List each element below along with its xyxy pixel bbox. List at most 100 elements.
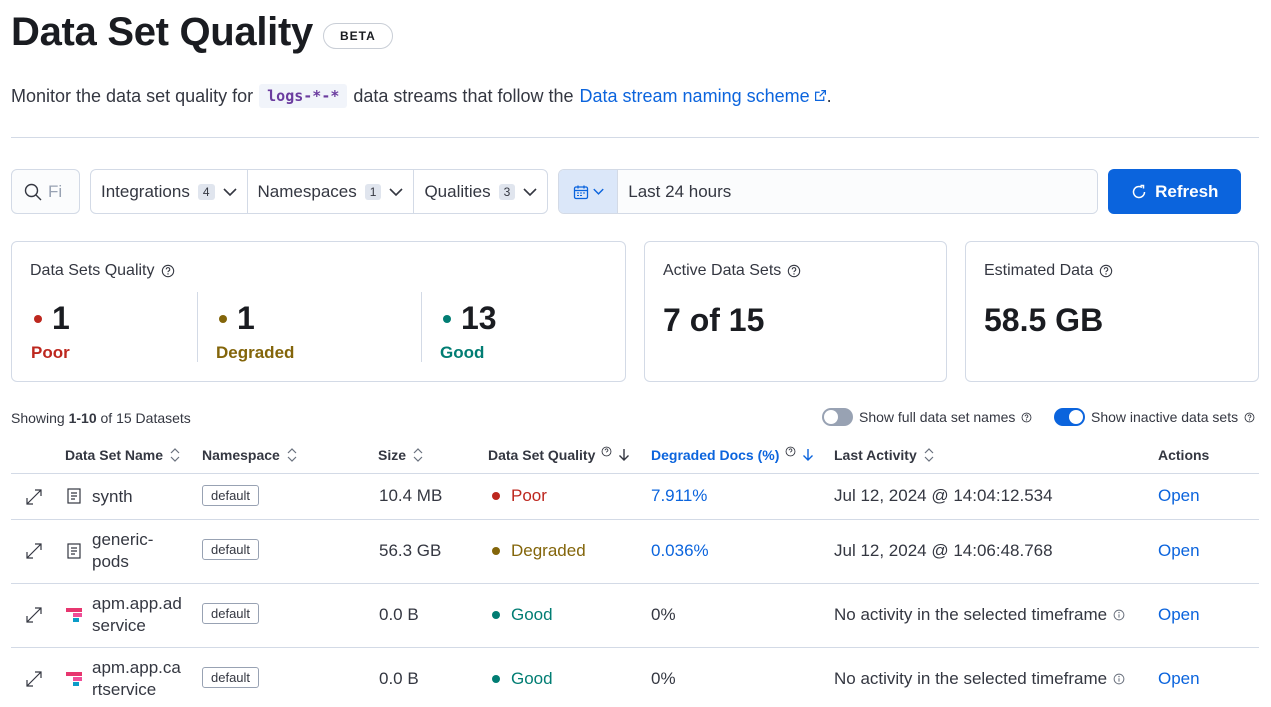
quality-dot	[492, 611, 500, 619]
namespace-badge: default	[202, 539, 260, 560]
question-icon[interactable]	[785, 446, 796, 457]
quality-label: Poor	[511, 486, 547, 505]
full-names-switch[interactable]	[822, 408, 853, 426]
qualities-filter-button[interactable]: Qualities 3	[414, 170, 547, 213]
namespaces-filter-button[interactable]: Namespaces 1	[248, 170, 415, 213]
good-dot	[443, 314, 451, 323]
table-header-divider	[11, 473, 1259, 474]
column-header-activity-label: Last Activity	[834, 447, 917, 463]
active-datasets-panel: Active Data Sets 7 of 15	[644, 241, 947, 382]
column-header-size-label: Size	[378, 447, 407, 463]
column-header-actions-label: Actions	[1158, 447, 1210, 463]
showing-prefix: Showing	[11, 410, 65, 426]
quality-cell: Poor	[492, 486, 547, 506]
namespace-badge: default	[202, 667, 260, 688]
dataset-size: 10.4 MB	[379, 486, 443, 505]
showing-suffix: of 15 Datasets	[100, 410, 191, 426]
expand-icon	[26, 489, 42, 505]
poor-label: Poor	[31, 343, 70, 362]
active-panel-title-text: Active Data Sets	[663, 262, 782, 279]
quality-panel-title: Data Sets Quality	[30, 262, 175, 280]
last-activity: No activity in the selected timeframe	[834, 605, 1125, 625]
sort-icon	[924, 448, 934, 462]
info-icon[interactable]	[1113, 609, 1125, 621]
table-row: apm.app.ad service default 0.0 B Good 0% …	[11, 584, 1259, 648]
dataset-name: apm.app.ca rtservice	[92, 657, 181, 701]
column-header-degraded[interactable]: Degraded Docs (%)	[651, 437, 814, 473]
question-icon[interactable]	[1244, 412, 1255, 423]
degraded-docs-link[interactable]: 7.911%	[651, 486, 708, 505]
quality-dot	[492, 675, 500, 683]
integrations-filter-button[interactable]: Integrations 4	[91, 170, 248, 213]
page-header: Data Set Quality BETA	[11, 10, 393, 55]
open-link[interactable]: Open	[1158, 541, 1200, 560]
dataset-name-line2: rtservice	[92, 680, 157, 699]
active-datasets-value: 7 of 15	[663, 302, 765, 338]
open-link[interactable]: Open	[1158, 486, 1200, 505]
apm-icon	[65, 606, 83, 624]
column-header-degraded-label: Degraded Docs (%)	[651, 447, 780, 463]
dataset-name-line1: apm.app.ca	[92, 658, 181, 677]
degraded-docs-link[interactable]: 0.036%	[651, 541, 709, 560]
question-icon[interactable]	[787, 264, 801, 278]
refresh-icon	[1132, 184, 1146, 198]
question-icon[interactable]	[1021, 412, 1032, 423]
document-icon	[65, 542, 83, 560]
date-range-display[interactable]: Last 24 hours	[618, 170, 1098, 213]
arrow-down-icon	[619, 449, 630, 461]
question-icon[interactable]	[1099, 264, 1113, 278]
namespace-badge: default	[202, 485, 260, 506]
inactive-toggle[interactable]: Show inactive data sets	[1054, 408, 1255, 426]
quality-summary-panel: Data Sets Quality 1 Poor 1 Degraded 13 G…	[11, 241, 626, 382]
dataset-name: synth	[92, 487, 133, 506]
quality-dot	[492, 492, 500, 500]
quality-cell: Good	[492, 669, 553, 689]
sort-icon	[413, 448, 423, 462]
date-quick-select-button[interactable]	[559, 170, 619, 213]
refresh-label: Refresh	[1155, 181, 1219, 201]
degraded-label: Degraded	[216, 343, 295, 362]
inactive-switch[interactable]	[1054, 408, 1085, 426]
open-link[interactable]: Open	[1158, 669, 1200, 688]
external-link-icon	[814, 89, 826, 101]
question-icon[interactable]	[161, 264, 175, 278]
dataset-name-line1: apm.app.ad	[92, 594, 182, 613]
open-link[interactable]: Open	[1158, 605, 1200, 624]
chevron-down-icon	[389, 187, 404, 196]
dataset-size: 0.0 B	[379, 669, 419, 688]
refresh-button[interactable]: Refresh	[1108, 169, 1242, 214]
description-middle: data streams that follow the	[353, 85, 574, 106]
expand-row-button[interactable]	[25, 488, 43, 506]
question-icon[interactable]	[601, 446, 612, 457]
column-header-activity[interactable]: Last Activity	[834, 437, 935, 473]
column-header-name-label: Data Set Name	[65, 447, 164, 463]
description-prefix: Monitor the data set quality for	[11, 85, 254, 106]
full-names-toggle[interactable]: Show full data set names	[822, 408, 1032, 426]
search-input[interactable]: Fi	[11, 169, 80, 214]
sort-icon	[287, 448, 297, 462]
expand-row-button[interactable]	[25, 542, 43, 560]
last-activity: Jul 12, 2024 @ 14:04:12.534	[834, 486, 1053, 505]
last-activity: Jul 12, 2024 @ 14:06:48.768	[834, 541, 1053, 560]
expand-row-button[interactable]	[25, 606, 43, 624]
quality-cell: Degraded	[492, 541, 586, 561]
expand-icon	[26, 543, 42, 559]
column-header-size[interactable]: Size	[378, 437, 424, 473]
quality-cell: Good	[492, 605, 553, 625]
naming-scheme-link[interactable]: Data stream naming scheme	[580, 86, 827, 107]
quality-label: Good	[511, 605, 553, 624]
dataset-name: apm.app.ad service	[92, 593, 182, 637]
column-header-namespace[interactable]: Namespace	[202, 437, 298, 473]
info-icon[interactable]	[1113, 673, 1125, 685]
dataset-size: 56.3 GB	[379, 541, 442, 560]
good-count: 13	[461, 300, 497, 336]
expand-icon	[26, 671, 42, 687]
active-panel-title: Active Data Sets	[663, 262, 801, 280]
dataset-name-line1: generic-	[92, 530, 154, 549]
column-header-quality[interactable]: Data Set Quality	[488, 437, 630, 473]
page-description: Monitor the data set quality for logs-*-…	[11, 84, 832, 108]
column-header-quality-label: Data Set Quality	[488, 447, 596, 463]
last-activity: No activity in the selected timeframe	[834, 669, 1125, 689]
expand-row-button[interactable]	[25, 670, 43, 688]
column-header-name[interactable]: Data Set Name	[65, 437, 181, 473]
